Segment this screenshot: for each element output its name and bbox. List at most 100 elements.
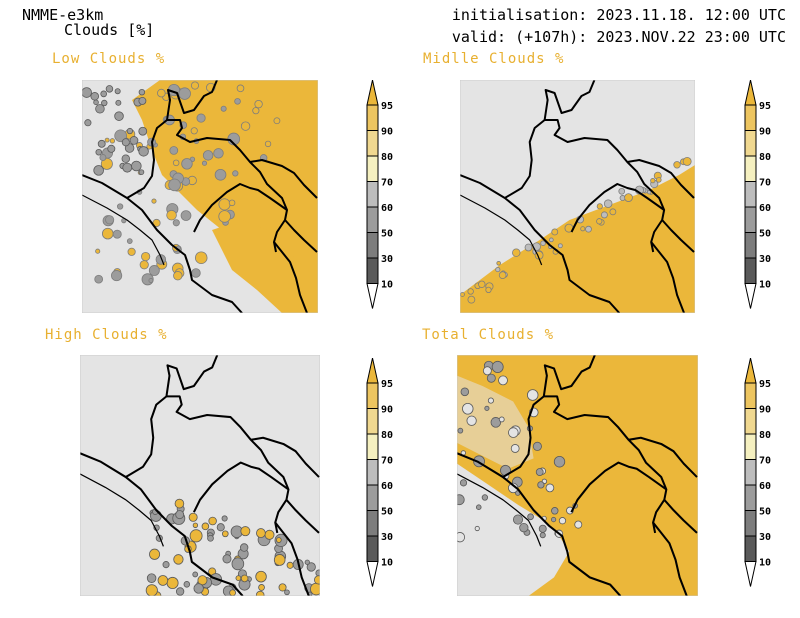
colorbar-segment [366, 104, 379, 131]
cloud-cell [189, 529, 203, 543]
cloud-cell [231, 557, 245, 571]
colorbar-tick-label: 70 [381, 456, 393, 467]
country-border [460, 174, 621, 313]
cloud-cell [498, 271, 507, 280]
colorbar-top-arrow [744, 358, 757, 384]
panel-title-total: Total Clouds % [422, 327, 555, 343]
cloud-cell [157, 88, 166, 98]
cloud-cell [278, 583, 287, 592]
cloud-cell [190, 127, 198, 135]
cloud-cell [122, 162, 133, 173]
panel-title-high: High Clouds % [45, 327, 168, 343]
cloud-cell [101, 227, 114, 240]
cloud-cell [114, 88, 121, 95]
cloud-cell [146, 573, 157, 584]
cloud-cell [537, 481, 545, 489]
map-layer [80, 355, 320, 596]
cloud-cell [90, 92, 100, 101]
cloud-cell [496, 260, 501, 266]
country-border [661, 219, 695, 253]
cloud-cell [138, 88, 146, 96]
colorbar-tick-label: 10 [381, 558, 393, 569]
cloud-cell [558, 517, 567, 525]
cloud-cell [466, 415, 477, 426]
cloud-cell [304, 559, 310, 565]
cloud-cell [94, 274, 104, 284]
cloud-cell [240, 543, 249, 552]
cloud-cell [145, 584, 158, 596]
cloud-cell [457, 427, 464, 434]
cloud-cell [202, 150, 214, 161]
cloud-cell [201, 160, 208, 166]
cloud-cell [151, 198, 157, 204]
colorbar-middle: 10 30 50 60 70 80 90 95 [744, 80, 771, 309]
cloud-cell [553, 455, 566, 468]
country-border [250, 436, 320, 478]
cloud-cell [138, 169, 145, 175]
country-border [542, 355, 596, 397]
cloud-cell [105, 85, 114, 93]
cloud-cell [97, 139, 106, 148]
cloud-area [460, 165, 695, 313]
cloud-cell [551, 228, 559, 236]
cloud-cell [484, 405, 490, 411]
cloud-cell [519, 522, 529, 533]
colorbar-top-arrow [366, 80, 379, 106]
cloud-cell [540, 240, 546, 246]
country-border [284, 219, 318, 253]
colorbar-segment [366, 155, 379, 182]
colorbar-segment [744, 155, 757, 182]
cloud-cell [256, 528, 266, 539]
cloud-cell [121, 138, 130, 147]
cloud-cell [656, 177, 662, 183]
cloud-cell [183, 581, 191, 588]
cloud-cell [218, 210, 231, 223]
map-middle-clouds [460, 80, 695, 313]
cloud-cell [539, 532, 546, 539]
colorbar-segment [744, 484, 757, 511]
cloud-cell [166, 576, 179, 590]
colorbar-segment [744, 104, 757, 131]
cloud-cell [580, 226, 586, 232]
country-border [663, 499, 698, 534]
map-total-clouds [457, 355, 698, 596]
cloud-cell [255, 570, 267, 583]
initialisation-time: initialisation: 2023.11.18. 12:00 UTC [451, 6, 786, 24]
cloud-cell [138, 126, 148, 136]
cloud-cell [487, 397, 494, 404]
colorbar-tick-label: 50 [759, 507, 771, 518]
colorbar-top-arrow [744, 80, 757, 106]
cloud-cell [192, 571, 199, 578]
colorbar-segment [366, 257, 379, 284]
cloud-cell [131, 160, 142, 172]
cloud-cell [99, 154, 107, 161]
coastline [460, 194, 543, 266]
cloud-cell [172, 159, 180, 167]
cloud-cell [104, 137, 110, 143]
cloud-cell [166, 209, 177, 221]
colorbar-tick-label: 90 [381, 405, 393, 416]
cloud-cell [585, 225, 592, 233]
colorbar-tick-label: 95 [381, 101, 393, 112]
cloud-cell [682, 156, 692, 166]
cloud-cell [314, 575, 320, 585]
cloud-cell [491, 360, 504, 373]
cloud-cell [232, 170, 239, 177]
colorbar-tick-label: 30 [381, 254, 393, 265]
cloud-cell [475, 504, 482, 511]
colorbar-tick-label: 10 [381, 280, 393, 291]
cloud-cell [240, 574, 249, 583]
cloud-cell [315, 569, 320, 577]
cloud-cell [457, 494, 465, 506]
country-border [650, 241, 685, 313]
colorbar-segment [366, 232, 379, 259]
cloud-cell [255, 590, 265, 596]
cloud-cell [467, 295, 476, 304]
cloud-cell [218, 198, 231, 211]
colorbar-tick-label: 70 [759, 456, 771, 467]
panel-title-low: Low Clouds % [52, 51, 166, 67]
cloud-cell [196, 113, 206, 123]
cloud-cell [603, 199, 613, 208]
cloud-area [212, 220, 318, 313]
colorbar-segment [366, 130, 379, 157]
